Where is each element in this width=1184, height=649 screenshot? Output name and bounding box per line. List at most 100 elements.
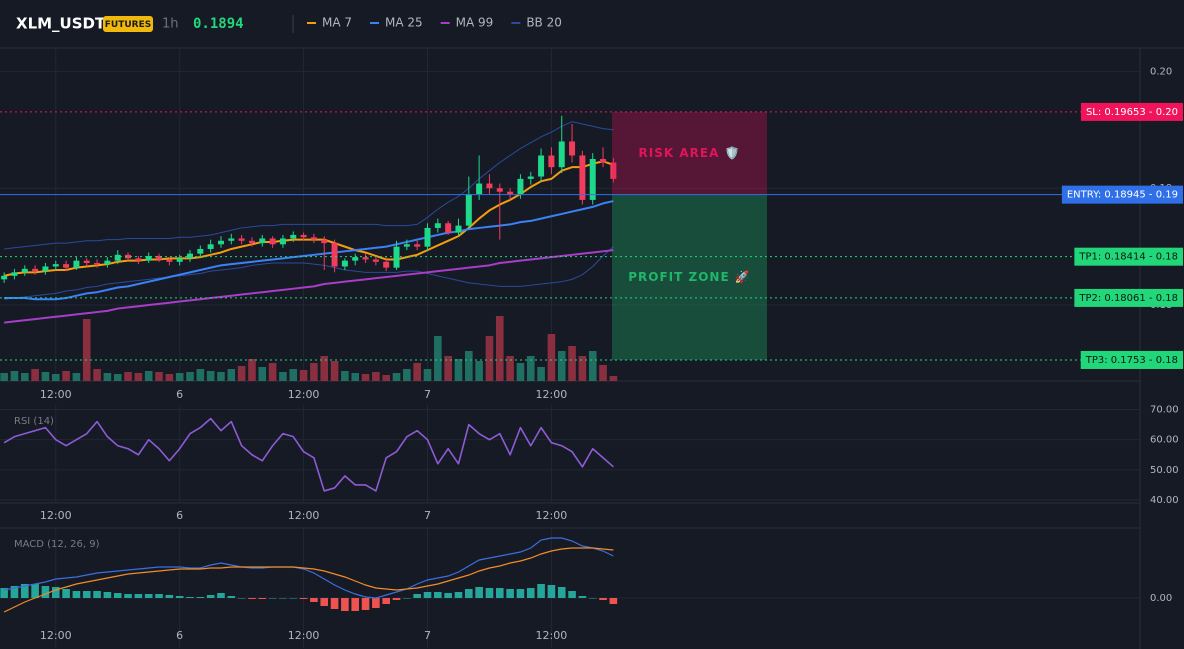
candle-body (600, 159, 607, 163)
histogram-bar (93, 591, 101, 598)
candle-body (176, 258, 183, 262)
x-tick-label: 7 (424, 509, 431, 522)
x-tick-label: 7 (424, 388, 431, 401)
candle-body (238, 238, 245, 241)
volume-bar (72, 373, 81, 381)
candle-body (279, 238, 286, 245)
volume-bar (475, 361, 483, 381)
candle-body (548, 155, 555, 168)
volume-bar (330, 361, 339, 381)
histogram-bar (124, 594, 132, 598)
volume-bar (537, 367, 545, 381)
candle-body (434, 223, 441, 228)
level-label: TP2: 0.18061 - 0.18 (1078, 293, 1178, 304)
legend-label: MA 25 (385, 16, 423, 30)
histogram-bar (588, 598, 597, 599)
volume-bar (62, 371, 70, 381)
histogram-bar (217, 593, 225, 598)
y-tick-label: 0.20 (1150, 66, 1172, 77)
histogram-bar (82, 591, 91, 598)
volume-bar (186, 372, 194, 381)
histogram-bar (186, 597, 194, 598)
histogram-bar (0, 588, 8, 598)
histogram-bar (144, 594, 153, 598)
histogram-bar (537, 584, 545, 598)
histogram-bar (516, 589, 525, 598)
volume-bar (134, 373, 143, 381)
histogram-bar (227, 596, 236, 598)
histogram-bar (320, 598, 329, 606)
macd-line (4, 537, 614, 599)
y-tick-label: 0.00 (1150, 593, 1172, 604)
symbol: XLM_USDT (16, 15, 106, 33)
candle-body (538, 155, 545, 177)
histogram-bar (423, 592, 432, 598)
last-price: 0.1894 (193, 16, 244, 32)
candle-body (352, 257, 359, 261)
x-tick-label: 6 (176, 509, 183, 522)
candle-body (414, 244, 421, 247)
volume-bar (547, 334, 556, 381)
candle-body (145, 255, 152, 261)
histogram-bar (206, 595, 215, 598)
y-tick-label: 50.00 (1150, 465, 1179, 476)
zone (612, 111, 767, 195)
candle-body (114, 254, 121, 261)
candle-body (300, 234, 307, 238)
volume-bar (175, 373, 184, 381)
volume-bar (403, 369, 411, 381)
histogram-bar (526, 588, 535, 598)
histogram-bar (485, 588, 494, 598)
volume-bar (31, 369, 39, 381)
volume-bar (526, 356, 535, 381)
volume-bar (237, 366, 246, 381)
candle-body (610, 162, 617, 179)
histogram-bar (299, 598, 308, 599)
candle-body (1, 275, 8, 280)
volume-bar (227, 369, 236, 381)
volume-bar (413, 363, 421, 381)
x-tick-label: 12:00 (536, 629, 568, 642)
histogram-bar (10, 586, 19, 598)
volume-bar (299, 370, 308, 381)
x-tick-label: 12:00 (288, 509, 320, 522)
candle-body (403, 244, 410, 247)
volume-bar (588, 351, 597, 381)
volume-bar (165, 374, 174, 381)
level-label-background (1061, 185, 1183, 204)
candle-body (94, 262, 101, 265)
volume-bar (609, 376, 618, 381)
histogram-bar (310, 598, 318, 602)
volume-bar (444, 356, 452, 381)
volume-bar (310, 363, 318, 381)
candle-body (21, 268, 28, 273)
candle-body (290, 234, 297, 239)
x-tick-label: 12:00 (40, 629, 72, 642)
level-label-background (1074, 288, 1183, 307)
histogram-bar (155, 594, 163, 598)
candle-body (569, 141, 576, 156)
volume-bar (599, 365, 607, 381)
histogram-bar (609, 598, 618, 604)
level-label: TP1: 0.18414 - 0.18 (1078, 252, 1178, 263)
zone-label: RISK AREA 🛡️ (639, 146, 741, 160)
volume-bar (341, 371, 349, 381)
volume-bar (248, 359, 256, 381)
candle-body (269, 238, 276, 245)
volume-bar (382, 375, 390, 381)
volume-bar (206, 371, 215, 381)
histogram-bar (454, 592, 463, 598)
candle-body (331, 243, 338, 267)
candle-body (372, 259, 379, 262)
y-tick-label: 60.00 (1150, 435, 1179, 446)
level-label-background (1080, 350, 1183, 369)
volume-bar (516, 363, 525, 381)
candle-body (32, 268, 39, 272)
histogram-bar (41, 586, 50, 598)
histogram-bar (434, 592, 442, 598)
histogram-bar (237, 598, 246, 599)
histogram-bar (248, 598, 256, 599)
histogram-bar (413, 594, 421, 598)
